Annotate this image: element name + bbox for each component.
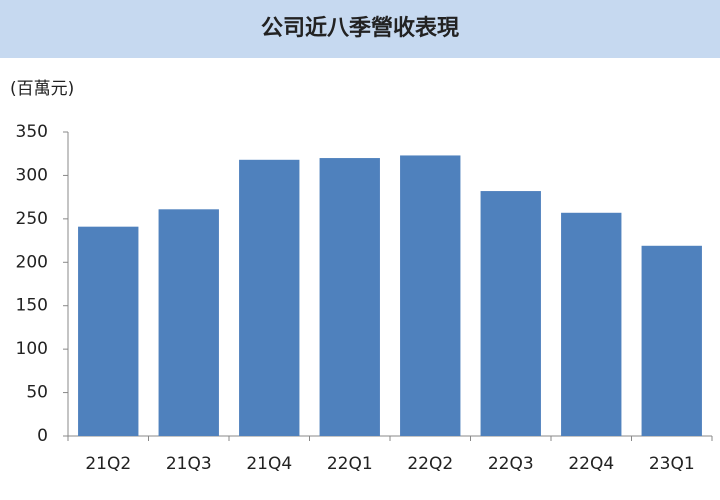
x-tick-label: 21Q3 (166, 454, 212, 474)
y-tick-label: 150 (16, 296, 48, 316)
x-tick-label: 21Q4 (246, 454, 292, 474)
bar (480, 191, 541, 436)
bar (239, 159, 300, 436)
chart-title: 公司近八季營收表現 (261, 15, 459, 41)
x-tick-label: 21Q2 (85, 454, 131, 474)
x-tick-label: 22Q3 (488, 454, 534, 474)
y-tick-label: 250 (16, 209, 48, 229)
y-tick-label: 50 (26, 383, 48, 403)
bar (641, 245, 702, 436)
bar (78, 226, 139, 436)
title-band (0, 0, 720, 58)
bar (319, 158, 380, 437)
x-tick-label: 23Q1 (649, 454, 695, 474)
bar (158, 209, 219, 436)
x-tick-label: 22Q1 (327, 454, 373, 474)
bar (400, 155, 461, 437)
y-tick-label: 350 (16, 122, 48, 142)
x-tick-label: 22Q4 (568, 454, 614, 474)
y-tick-label: 300 (16, 165, 48, 185)
y-axis-label: (百萬元) (10, 79, 74, 99)
y-tick-label: 200 (16, 252, 48, 272)
y-tick-label: 0 (37, 426, 48, 446)
y-tick-label: 100 (16, 339, 48, 359)
x-tick-label: 22Q2 (407, 454, 453, 474)
bar (561, 212, 622, 436)
